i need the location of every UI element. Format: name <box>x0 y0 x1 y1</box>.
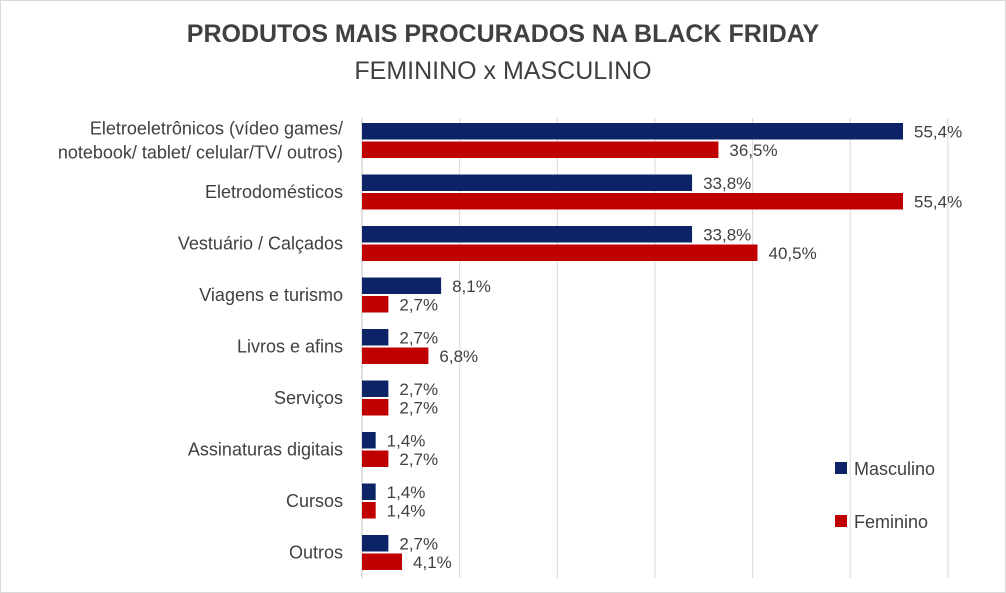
value-label: 1,4% <box>387 502 426 521</box>
legend-label-masculino: Masculino <box>854 459 935 479</box>
legend-label-feminino: Feminino <box>854 512 928 532</box>
legend: Masculino Feminino <box>835 459 935 532</box>
legend-swatch-masculino <box>835 462 847 474</box>
legend-swatch-feminino <box>835 515 847 527</box>
bar-masculino <box>362 535 389 552</box>
value-label: 36,5% <box>729 141 777 160</box>
bar-masculino <box>362 329 389 346</box>
value-label: 55,4% <box>914 193 962 212</box>
category-label: Cursos <box>286 491 343 511</box>
value-label: 8,1% <box>452 277 491 296</box>
value-label: 33,8% <box>703 226 751 245</box>
bar-masculino <box>362 226 693 243</box>
value-label: 33,8% <box>703 174 751 193</box>
value-label: 2,7% <box>399 399 438 418</box>
bar-feminino <box>362 193 903 210</box>
value-label: 2,7% <box>399 450 438 469</box>
bars <box>362 123 903 570</box>
bar-masculino <box>362 174 693 191</box>
category-label: Serviços <box>274 388 343 408</box>
bar-feminino <box>362 296 389 313</box>
value-label: 6,8% <box>439 347 478 366</box>
value-label: 4,1% <box>413 553 452 572</box>
value-label: 2,7% <box>399 296 438 315</box>
chart-title: PRODUTOS MAIS PROCURADOS NA BLACK FRIDAY <box>186 20 820 48</box>
bar-feminino <box>362 450 389 467</box>
bar-feminino <box>362 244 758 261</box>
bar-feminino <box>362 141 719 158</box>
bar-feminino <box>362 553 403 570</box>
value-label: 1,4% <box>387 432 426 451</box>
value-label: 55,4% <box>914 123 962 142</box>
category-label: Livros e afins <box>237 337 343 357</box>
bar-masculino <box>362 277 442 294</box>
category-label: Assinaturas digitais <box>188 440 343 460</box>
bar-masculino <box>362 380 389 397</box>
bar-feminino <box>362 502 376 519</box>
value-label: 40,5% <box>768 244 816 263</box>
value-label: 1,4% <box>387 483 426 502</box>
chart-subtitle: FEMININO x MASCULINO <box>354 57 652 85</box>
bar-feminino <box>362 347 429 364</box>
value-label: 2,7% <box>399 535 438 554</box>
category-labels: Eletroeletrônicos (vídeo games/notebook/… <box>58 119 343 563</box>
category-label: Eletroeletrônicos (vídeo games/notebook/… <box>58 119 343 163</box>
bar-masculino <box>362 432 376 449</box>
bar-masculino <box>362 483 376 500</box>
category-label: Outros <box>289 543 343 563</box>
category-label: Viagens e turismo <box>199 285 343 305</box>
category-label: Vestuário / Calçados <box>178 234 343 254</box>
category-label: Eletrodomésticos <box>205 182 343 202</box>
value-label: 2,7% <box>399 380 438 399</box>
value-label: 2,7% <box>399 329 438 348</box>
bar-feminino <box>362 399 389 416</box>
bar-masculino <box>362 123 903 140</box>
value-labels: 55,4%36,5%33,8%55,4%33,8%40,5%8,1%2,7%2,… <box>387 123 963 573</box>
